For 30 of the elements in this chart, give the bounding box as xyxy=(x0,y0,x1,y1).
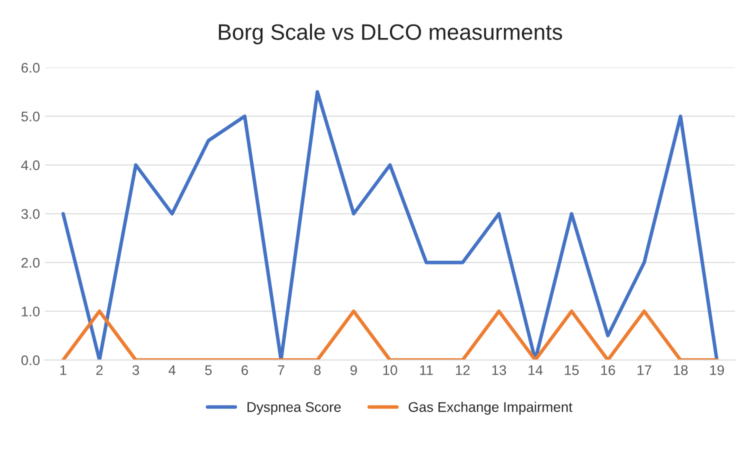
x-tick-label: 2 xyxy=(96,365,103,375)
x-tick-label: 8 xyxy=(314,365,321,376)
x-tick-label: 17 xyxy=(638,365,652,375)
x-tick-label: 14 xyxy=(528,365,543,375)
x-tick-label: 11 xyxy=(420,365,433,375)
y-tick-label: 0.0 xyxy=(21,355,40,366)
x-tick-label: 5 xyxy=(205,365,212,376)
x-tick-label: 15 xyxy=(564,365,579,376)
x-tick-label: 9 xyxy=(350,365,357,376)
y-tick-label: 3.0 xyxy=(21,209,40,219)
line-series xyxy=(61,90,719,360)
x-tick-label: 12 xyxy=(456,365,470,375)
y-tick-label: 5.0 xyxy=(21,112,40,122)
x-tick-label: 4 xyxy=(168,365,176,375)
x-tick-label: 18 xyxy=(674,365,688,376)
x-tick-label: 6 xyxy=(242,365,248,376)
x-tick-label: 3 xyxy=(132,365,140,376)
chart-title: Borg Scale vs DLCO measurments xyxy=(218,24,562,44)
y-tick-label: 2.0 xyxy=(22,258,40,268)
x-tick-label: 19 xyxy=(710,365,724,376)
y-tick-label: 1.0 xyxy=(22,306,40,316)
y-tick-label: 6.0 xyxy=(22,62,40,73)
y-tick-label: 4.0 xyxy=(21,160,40,170)
legend-label: Dyspnea Score xyxy=(248,402,341,415)
x-tick-label: 7 xyxy=(278,365,284,375)
legend-label: Gas Exchange Impairment xyxy=(408,402,572,415)
x-tick-label: 13 xyxy=(492,365,506,376)
x-tick-label: 10 xyxy=(383,365,398,376)
x-tick-label: 16 xyxy=(601,365,616,376)
x-tick-label: 1 xyxy=(60,365,66,375)
